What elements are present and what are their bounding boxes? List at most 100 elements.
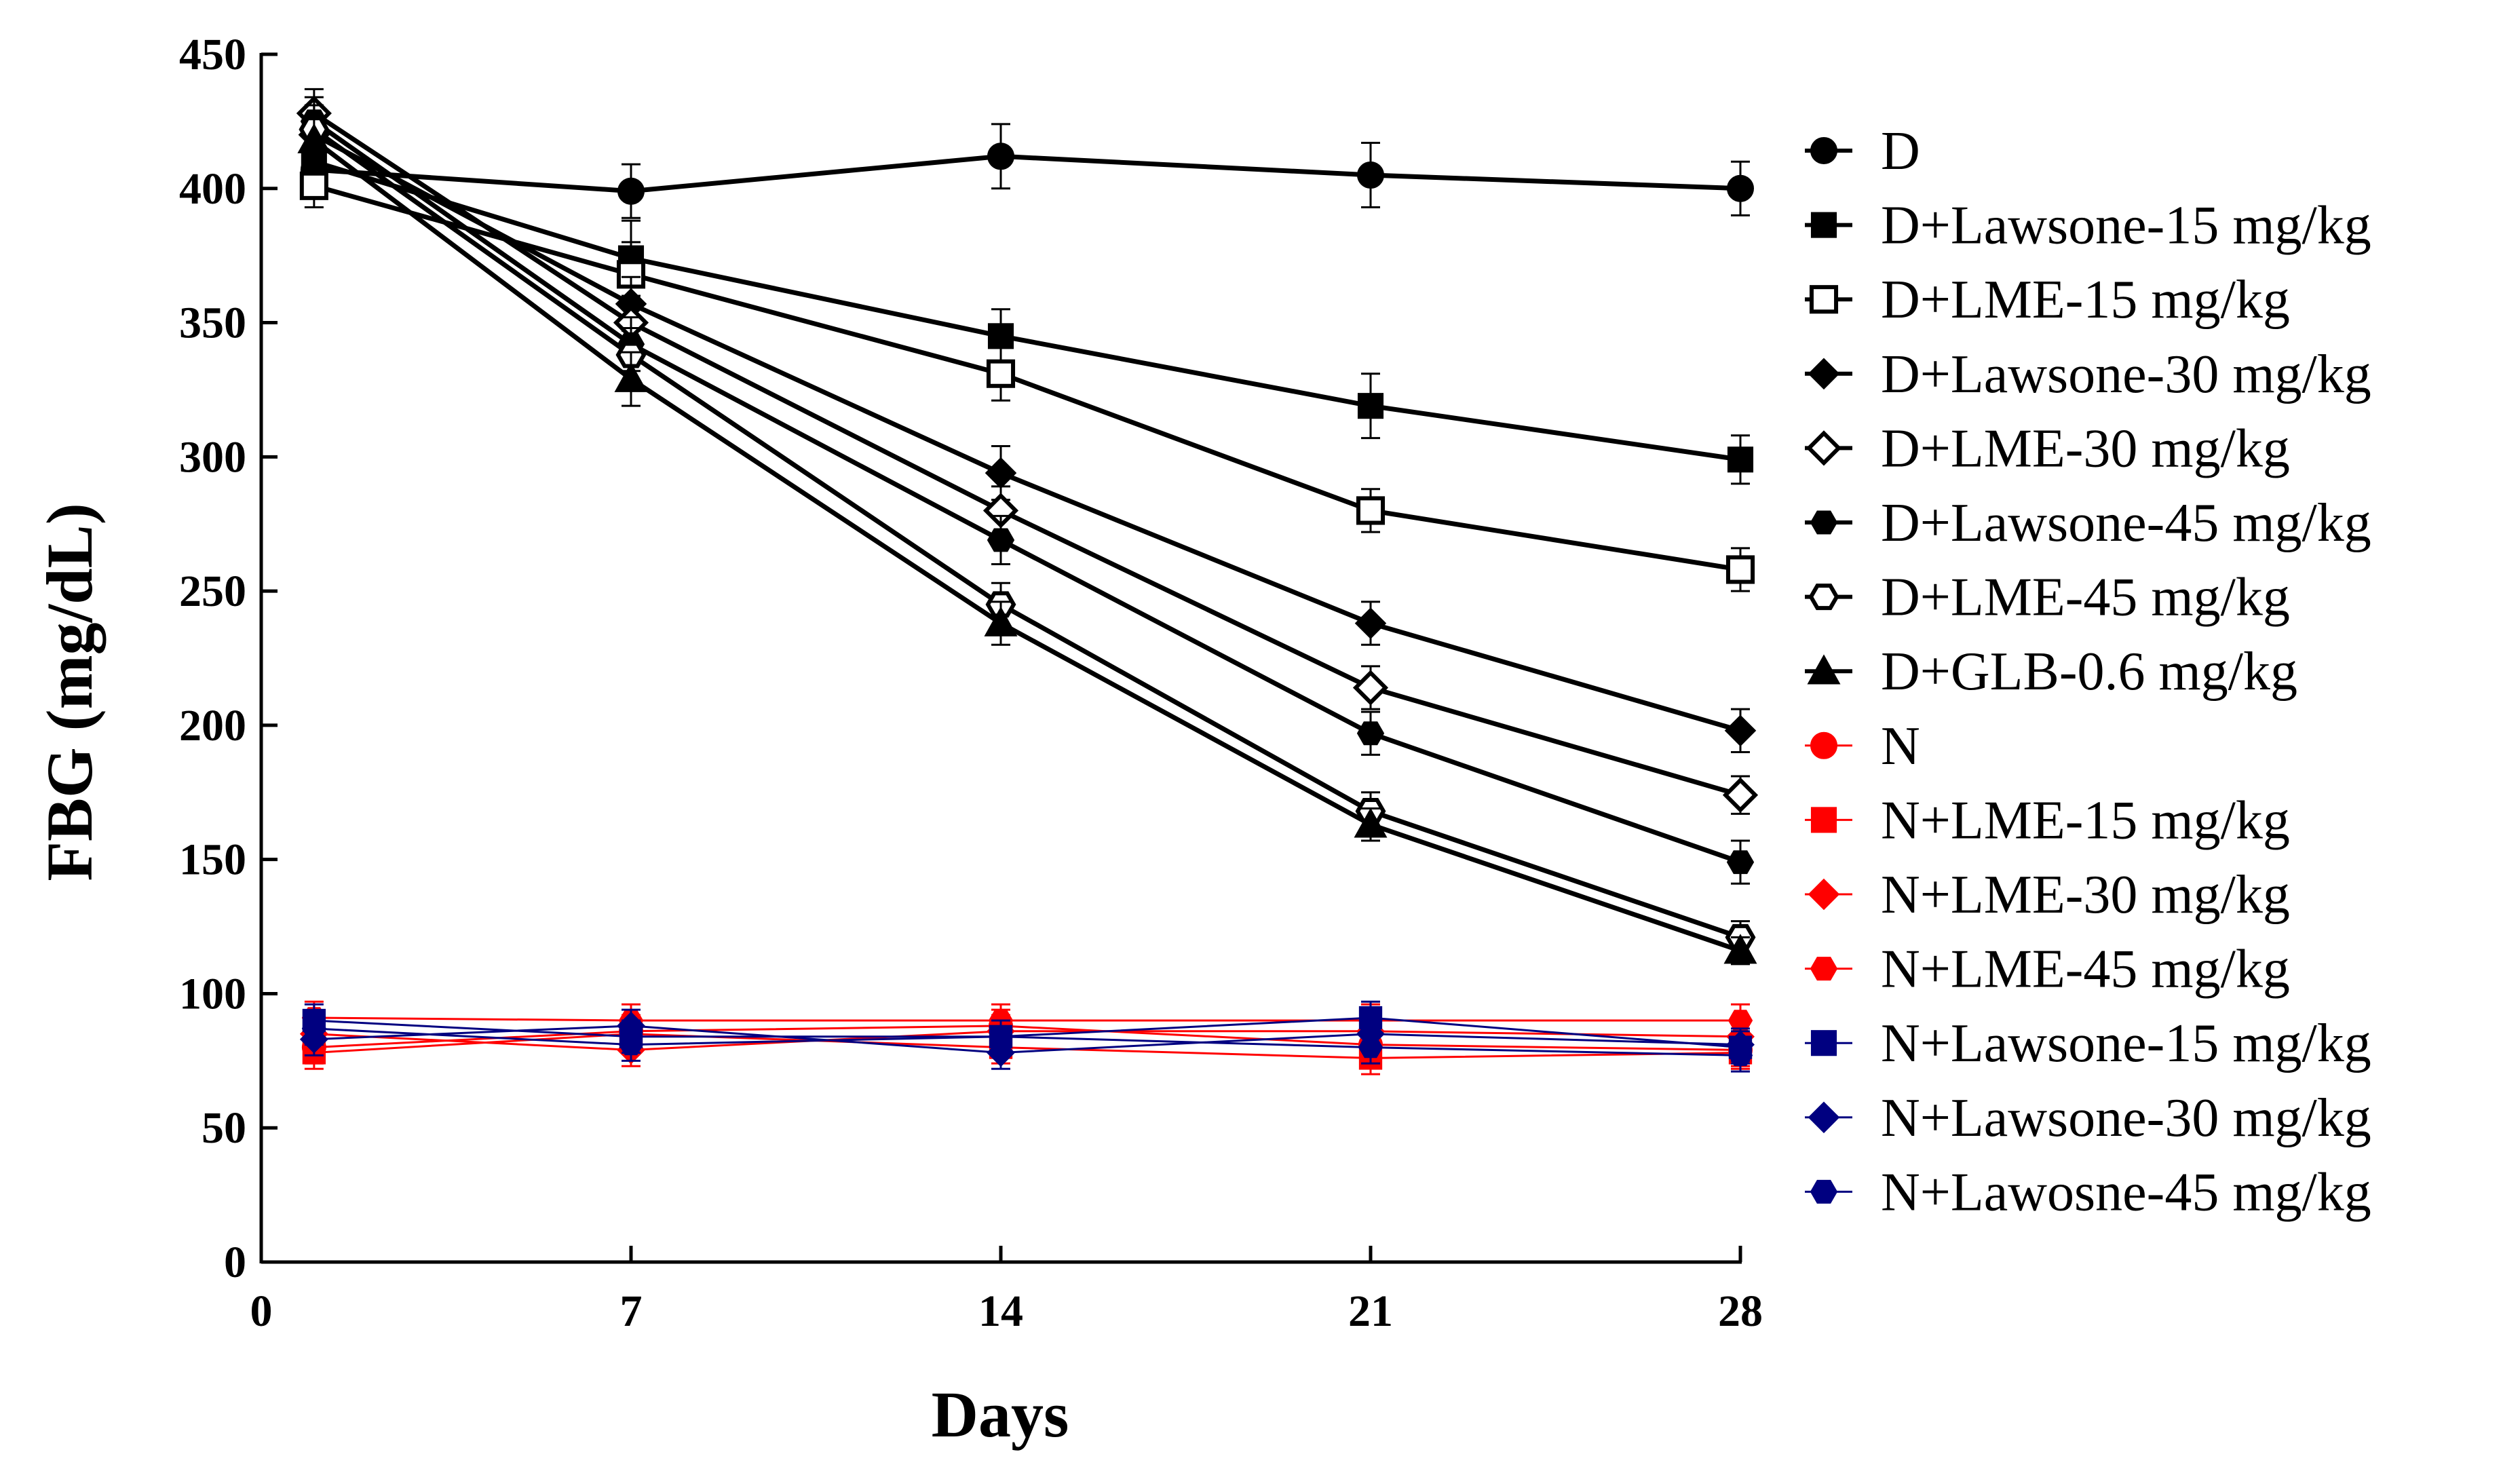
- legend-marker: [1810, 510, 1838, 535]
- legend-entry: D+LME-15 mg/kg: [1805, 270, 2290, 330]
- legend-label: D+LME-30 mg/kg: [1881, 419, 2290, 478]
- data-point: [1724, 714, 1757, 747]
- legend-entry: N+Lawsone-30 mg/kg: [1805, 1088, 2371, 1148]
- series-d-glb-0-6-mg-kg: [297, 115, 1757, 966]
- series-d: [300, 123, 1754, 219]
- data-point: [985, 457, 1017, 489]
- data-point: [299, 171, 328, 200]
- series-line: [313, 153, 1741, 194]
- legend-entry: N+LME-45 mg/kg: [1805, 940, 2290, 999]
- series-d-lme-30-mg-kg: [296, 88, 1759, 815]
- series-d-lme-15-mg-kg: [299, 163, 1755, 592]
- y-tick-label: 400: [179, 164, 246, 214]
- legend-marker: [1810, 957, 1838, 981]
- series-line: [313, 132, 1741, 733]
- data-point: [1354, 807, 1388, 838]
- x-axis-title: Days: [932, 1378, 1069, 1451]
- series-line: [312, 119, 1742, 864]
- series-d-lawsone-45-mg-kg: [300, 96, 1755, 885]
- data-point: [614, 362, 648, 392]
- series-line: [313, 183, 1741, 572]
- y-tick-label: 350: [179, 299, 246, 348]
- legend-entry: D: [1805, 121, 1920, 181]
- data-point: [986, 359, 1016, 388]
- series-line: [312, 138, 1742, 953]
- data-point: [617, 177, 645, 205]
- data-point: [1727, 446, 1754, 473]
- legend-entry: N+Lawosne-45 mg/kg: [1805, 1162, 2371, 1222]
- data-point: [987, 142, 1014, 170]
- legend-entry: D+Lawsone-30 mg/kg: [1805, 345, 2371, 404]
- data-point: [1727, 174, 1754, 202]
- plot-area: 0 50 100 150 200 250 300 350 400 450 0 7 14 21 28: [179, 30, 1763, 1336]
- series-line: [313, 159, 1741, 462]
- legend-label: D+LME-45 mg/kg: [1881, 568, 2290, 628]
- legend-entry: D+LME-30 mg/kg: [1805, 419, 2290, 478]
- data-point: [301, 1018, 327, 1039]
- legend-marker: [1808, 358, 1840, 390]
- data-point: [1727, 1044, 1753, 1067]
- legend-marker: [1808, 1101, 1840, 1134]
- data-point: [1723, 934, 1757, 964]
- legend: D D+Lawsone-15 mg/kg D+LME-15 mg/kg D+Lawso…: [1805, 121, 2371, 1222]
- legend-label: D+LME-15 mg/kg: [1881, 270, 2290, 330]
- y-tick-label: 200: [179, 701, 246, 750]
- data-point: [987, 528, 1015, 552]
- legend-entry: N: [1805, 717, 1920, 776]
- legend-label: D: [1881, 121, 1920, 181]
- y-tick-label: 150: [179, 835, 246, 885]
- legend-marker: [1809, 285, 1839, 314]
- data-point: [1725, 555, 1755, 584]
- legend-marker: [1807, 654, 1841, 685]
- legend-label: N+LME-45 mg/kg: [1881, 940, 2290, 999]
- legend-marker: [1810, 1030, 1837, 1056]
- legend-label: D+Lawsone-45 mg/kg: [1881, 493, 2371, 553]
- legend-marker: [1810, 807, 1837, 833]
- data-point: [1358, 1036, 1383, 1058]
- legend-entry: D+LME-45 mg/kg: [1805, 568, 2290, 628]
- legend-label: N+Lawsone-15 mg/kg: [1881, 1014, 2371, 1073]
- series-d-lme-45-mg-kg: [299, 104, 1756, 955]
- x-tick-label: 7: [620, 1286, 643, 1336]
- legend-label: N+LME-30 mg/kg: [1881, 865, 2290, 925]
- legend-label: N: [1881, 717, 1920, 776]
- legend-entry: N+LME-30 mg/kg: [1805, 865, 2290, 925]
- legend-label: D+GLB-0.6 mg/kg: [1881, 642, 2297, 702]
- series-d-lawsone-15-mg-kg: [301, 136, 1754, 485]
- data-point: [1726, 850, 1755, 875]
- series-line: [312, 111, 1741, 798]
- legend-marker: [1810, 731, 1837, 759]
- data-point: [1357, 393, 1384, 419]
- legend-marker: [1808, 584, 1839, 611]
- data-point: [1354, 607, 1387, 639]
- y-tick-label: 250: [179, 567, 246, 616]
- data-point: [1357, 161, 1384, 189]
- data-point: [984, 606, 1018, 636]
- legend-marker: [1810, 212, 1837, 238]
- data-point: [1356, 496, 1386, 525]
- y-tick-label: 0: [224, 1238, 246, 1287]
- series-line: [313, 1016, 1740, 1022]
- y-tick-label: 100: [179, 969, 246, 1018]
- data-point: [297, 123, 331, 153]
- x-tick-label: 28: [1718, 1286, 1763, 1336]
- data-point: [1352, 670, 1389, 706]
- legend-label: D+Lawsone-15 mg/kg: [1881, 196, 2371, 256]
- legend-label: N+LME-15 mg/kg: [1881, 790, 2290, 850]
- legend-entry: D+GLB-0.6 mg/kg: [1805, 642, 2297, 702]
- x-tick-label: 21: [1348, 1286, 1393, 1336]
- legend-marker: [1810, 137, 1837, 164]
- data-point: [987, 323, 1014, 349]
- legend-entry: N+Lawsone-15 mg/kg: [1805, 1014, 2371, 1073]
- x-tick-label: 14: [978, 1286, 1023, 1336]
- series-n-lawosne-45-mg-kg: [301, 1011, 1753, 1073]
- y-tick-label: 450: [179, 30, 246, 79]
- y-tick-label: 300: [179, 432, 246, 482]
- x-tick-label: 0: [250, 1286, 273, 1336]
- data-point: [1356, 721, 1385, 746]
- legend-label: N+Lawosne-45 mg/kg: [1881, 1162, 2371, 1222]
- data-point: [618, 1033, 644, 1056]
- legend-marker: [1806, 430, 1842, 466]
- legend-label: N+Lawsone-30 mg/kg: [1881, 1088, 2371, 1148]
